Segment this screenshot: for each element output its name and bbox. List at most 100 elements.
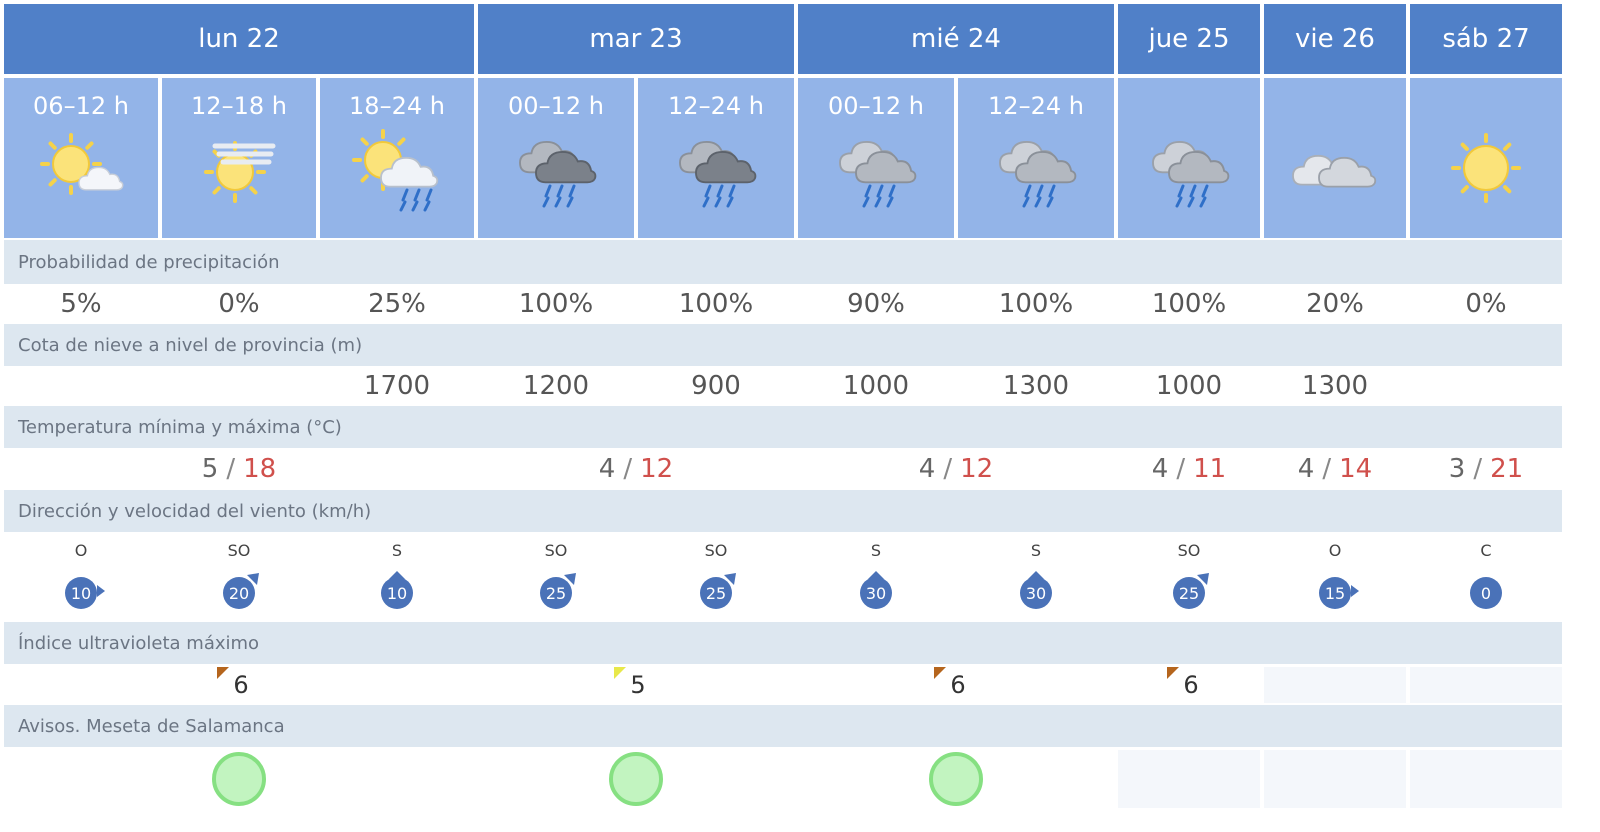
snow-level-value: 1000 xyxy=(842,371,910,401)
slot-time-label: 06–12 h xyxy=(33,92,129,120)
temp-max: 12 xyxy=(960,454,994,484)
day-header-label: lun 22 xyxy=(198,24,280,54)
section-label-alerts: Avisos. Meseta de Salamanca xyxy=(4,705,1562,747)
uv-index: 5 xyxy=(614,667,646,699)
precip-cell: 20% xyxy=(1264,286,1406,322)
precip-value: 100% xyxy=(998,289,1074,319)
day-header: jue 25 xyxy=(1118,4,1260,74)
wind-cell: SO 25 xyxy=(1118,535,1260,620)
temp-max: 11 xyxy=(1193,454,1227,484)
wind-cell: S 10 xyxy=(320,535,474,620)
wind-direction: SO xyxy=(544,541,568,560)
wind-speed: 10 xyxy=(71,584,91,603)
wind-arrow-icon: 15 xyxy=(1319,577,1359,609)
snow-level-cell: 1200 xyxy=(478,368,634,404)
wind-speed: 10 xyxy=(387,584,407,603)
wind-arrow-icon: 20 xyxy=(223,573,259,609)
wind-cell: SO 20 xyxy=(162,535,316,620)
section-label-precip: Probabilidad de precipitación xyxy=(4,240,1562,284)
forecast-slot xyxy=(1410,78,1562,238)
snow-level-cell: 1300 xyxy=(958,368,1114,404)
wind-speed: 25 xyxy=(706,584,726,603)
snow-level-value: 1000 xyxy=(1155,371,1223,401)
snow-level-cell xyxy=(1410,368,1562,404)
wind-speed: 25 xyxy=(1179,584,1199,603)
cloud-rain-icon xyxy=(1152,140,1230,208)
wind-arrow-icon: 25 xyxy=(700,573,736,609)
snow-level-value: 1300 xyxy=(1002,371,1070,401)
precip-value: 5% xyxy=(60,289,102,319)
uv-level-flag-icon xyxy=(217,667,230,679)
precip-value: 90% xyxy=(847,289,905,319)
wind-cell: O 15 xyxy=(1264,535,1406,620)
temp-range-cell: 4/12 xyxy=(478,451,794,487)
wind-direction: O xyxy=(1328,541,1342,560)
precip-cell: 0% xyxy=(1410,286,1562,322)
precip-value: 100% xyxy=(518,289,594,319)
wind-arrow-icon: 0 xyxy=(1470,577,1502,609)
temp-range-cell: 3/21 xyxy=(1410,451,1562,487)
precip-value: 0% xyxy=(1465,289,1507,319)
slot-time-label: 12–24 h xyxy=(988,92,1084,120)
wind-direction: SO xyxy=(227,541,251,560)
wind-speed: 0 xyxy=(1481,584,1491,603)
section-label-wind: Dirección y velocidad del viento (km/h) xyxy=(4,490,1562,532)
sun-haze-icon xyxy=(204,141,276,203)
snow-level-cell xyxy=(162,368,316,404)
uv-index-cell: 6 xyxy=(1118,667,1260,703)
forecast-slot: 00–12 h xyxy=(478,78,634,238)
day-header: mar 23 xyxy=(478,4,794,74)
snow-level-value: 900 xyxy=(691,371,741,401)
alert-level-green-icon[interactable] xyxy=(929,752,983,806)
day-header-label: mié 24 xyxy=(911,24,1001,54)
uv-index: 6 xyxy=(1167,667,1199,699)
wind-arrow-icon: 25 xyxy=(1173,573,1209,609)
wind-direction: SO xyxy=(1177,541,1201,560)
wind-cell: SO 25 xyxy=(478,535,634,620)
precip-cell: 100% xyxy=(478,286,634,322)
alert-cell xyxy=(478,750,794,808)
day-header: sáb 27 xyxy=(1410,4,1562,74)
forecast-slot: 12–18 h16°C xyxy=(162,78,316,238)
uv-level-flag-icon xyxy=(934,667,947,679)
temp-min: 4 xyxy=(598,454,616,484)
alert-level-green-icon[interactable] xyxy=(212,752,266,806)
forecast-slot xyxy=(1264,78,1406,238)
precip-cell: 90% xyxy=(798,286,954,322)
uv-index-cell xyxy=(1264,667,1406,703)
forecast-slot: 00–12 h xyxy=(798,78,954,238)
temp-min: 4 xyxy=(1151,454,1169,484)
snow-level-cell: 1700 xyxy=(320,368,474,404)
day-header: lun 22 xyxy=(4,4,474,74)
temp-separator: / xyxy=(1176,454,1186,484)
day-header: mié 24 xyxy=(798,4,1114,74)
snow-level-value: 1700 xyxy=(363,371,431,401)
precip-value: 0% xyxy=(218,289,260,319)
uv-value: 6 xyxy=(233,671,249,699)
alert-level-green-icon[interactable] xyxy=(609,752,663,806)
slot-time-label: 12–24 h xyxy=(668,92,764,120)
snow-level-cell: 1300 xyxy=(1264,368,1406,404)
slot-time-label: 18–24 h xyxy=(349,92,445,120)
temp-min: 4 xyxy=(918,454,936,484)
dark-cloud-rain-icon xyxy=(679,140,757,208)
day-header-label: vie 26 xyxy=(1295,24,1375,54)
precip-cell: 5% xyxy=(4,286,158,322)
sun-cloud-rain-icon xyxy=(352,129,439,212)
section-title: Avisos. Meseta de Salamanca xyxy=(18,715,285,737)
forecast-slot xyxy=(1118,78,1260,238)
temp-min: 4 xyxy=(1297,454,1315,484)
cloud-icon xyxy=(1292,154,1377,188)
uv-index: 6 xyxy=(934,667,966,699)
dark-cloud-rain-icon xyxy=(519,140,597,208)
snow-level-cell xyxy=(4,368,158,404)
precip-cell: 25% xyxy=(320,286,474,322)
forecast-slot: 06–12 h16°C xyxy=(4,78,158,238)
wind-speed: 30 xyxy=(866,584,886,603)
uv-level-flag-icon xyxy=(614,667,627,679)
slot-time-label: 12–18 h xyxy=(191,92,287,120)
temp-range-cell: 4/12 xyxy=(798,451,1114,487)
wind-direction: SO xyxy=(704,541,728,560)
